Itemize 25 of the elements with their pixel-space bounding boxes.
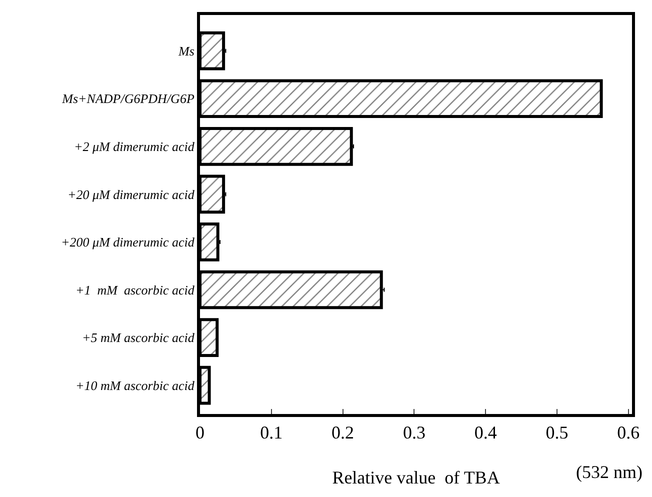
y-tick-label: +5 mM ascorbic acid — [82, 330, 195, 346]
bar — [200, 79, 603, 118]
y-tick-label: +20 μM dimerumic acid — [68, 186, 195, 202]
text: (532 nm) — [576, 462, 642, 482]
x-tick-label: 0.6 — [617, 422, 640, 443]
y-tick-label: +1 mM ascorbic acid — [75, 282, 195, 298]
bar — [200, 222, 220, 262]
x-axis-title: Relative value of TBA — [332, 468, 500, 488]
y-tick-label: Ms — [178, 43, 194, 58]
y-tick-label: +10 mM ascorbic acid — [75, 378, 195, 393]
y-tick-label: +200 μM dimerumic acid — [61, 234, 195, 250]
bar — [200, 318, 219, 357]
y-tick-label: +2 μM dimerumic acid — [74, 138, 195, 154]
x-tick-label: 0.2 — [332, 422, 354, 443]
bar — [200, 126, 353, 166]
x-tick-label: 0.4 — [474, 422, 497, 443]
x-tick-label: 0.5 — [546, 422, 568, 443]
bar — [200, 270, 383, 310]
x-tick-label: 0 — [196, 422, 204, 443]
bar — [200, 366, 211, 405]
x-tick-label: 0.3 — [402, 422, 426, 443]
x-tick-label: 0.1 — [260, 422, 283, 443]
bar — [200, 174, 226, 214]
y-tick-label: Ms+NADP/G6PDH/G6P — [61, 91, 194, 106]
bar — [200, 31, 226, 70]
